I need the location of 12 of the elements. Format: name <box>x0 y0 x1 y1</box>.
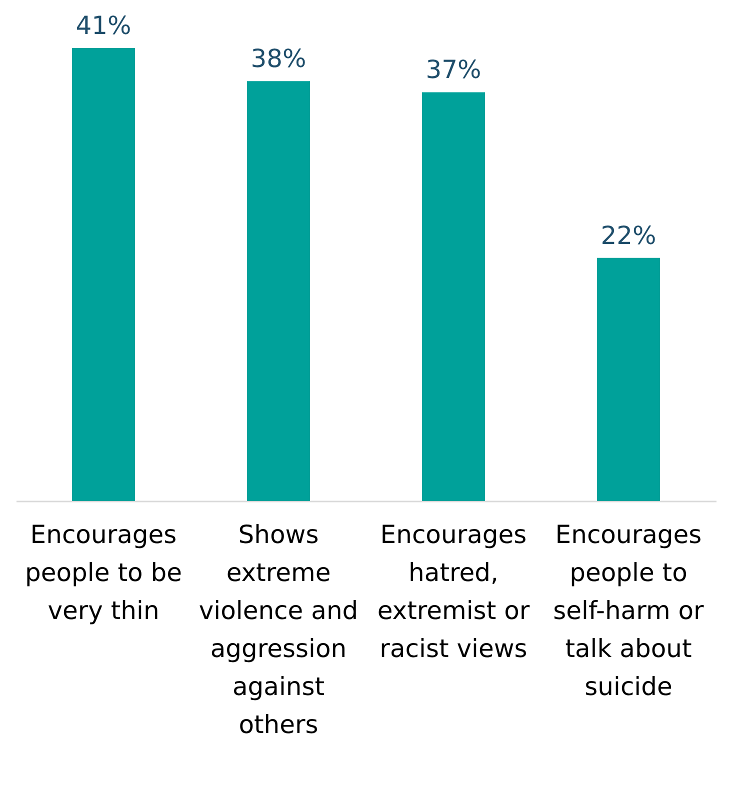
bar <box>422 92 485 501</box>
bar <box>247 81 310 501</box>
x-tick-label: Encourages people to be very thin <box>25 520 182 625</box>
bar <box>597 258 660 501</box>
bar <box>72 48 135 501</box>
x-tick-label: Shows extreme violence and aggression against others <box>198 520 358 739</box>
data-label: 41% <box>76 11 132 40</box>
x-tick-label: Encourages people to self-harm or talk about suicide <box>553 520 705 701</box>
data-label: 37% <box>426 55 482 84</box>
x-tick-label: Encourages hatred, extremist or racist views <box>377 520 530 663</box>
data-label: 38% <box>250 44 306 74</box>
data-label: 22% <box>600 220 656 250</box>
